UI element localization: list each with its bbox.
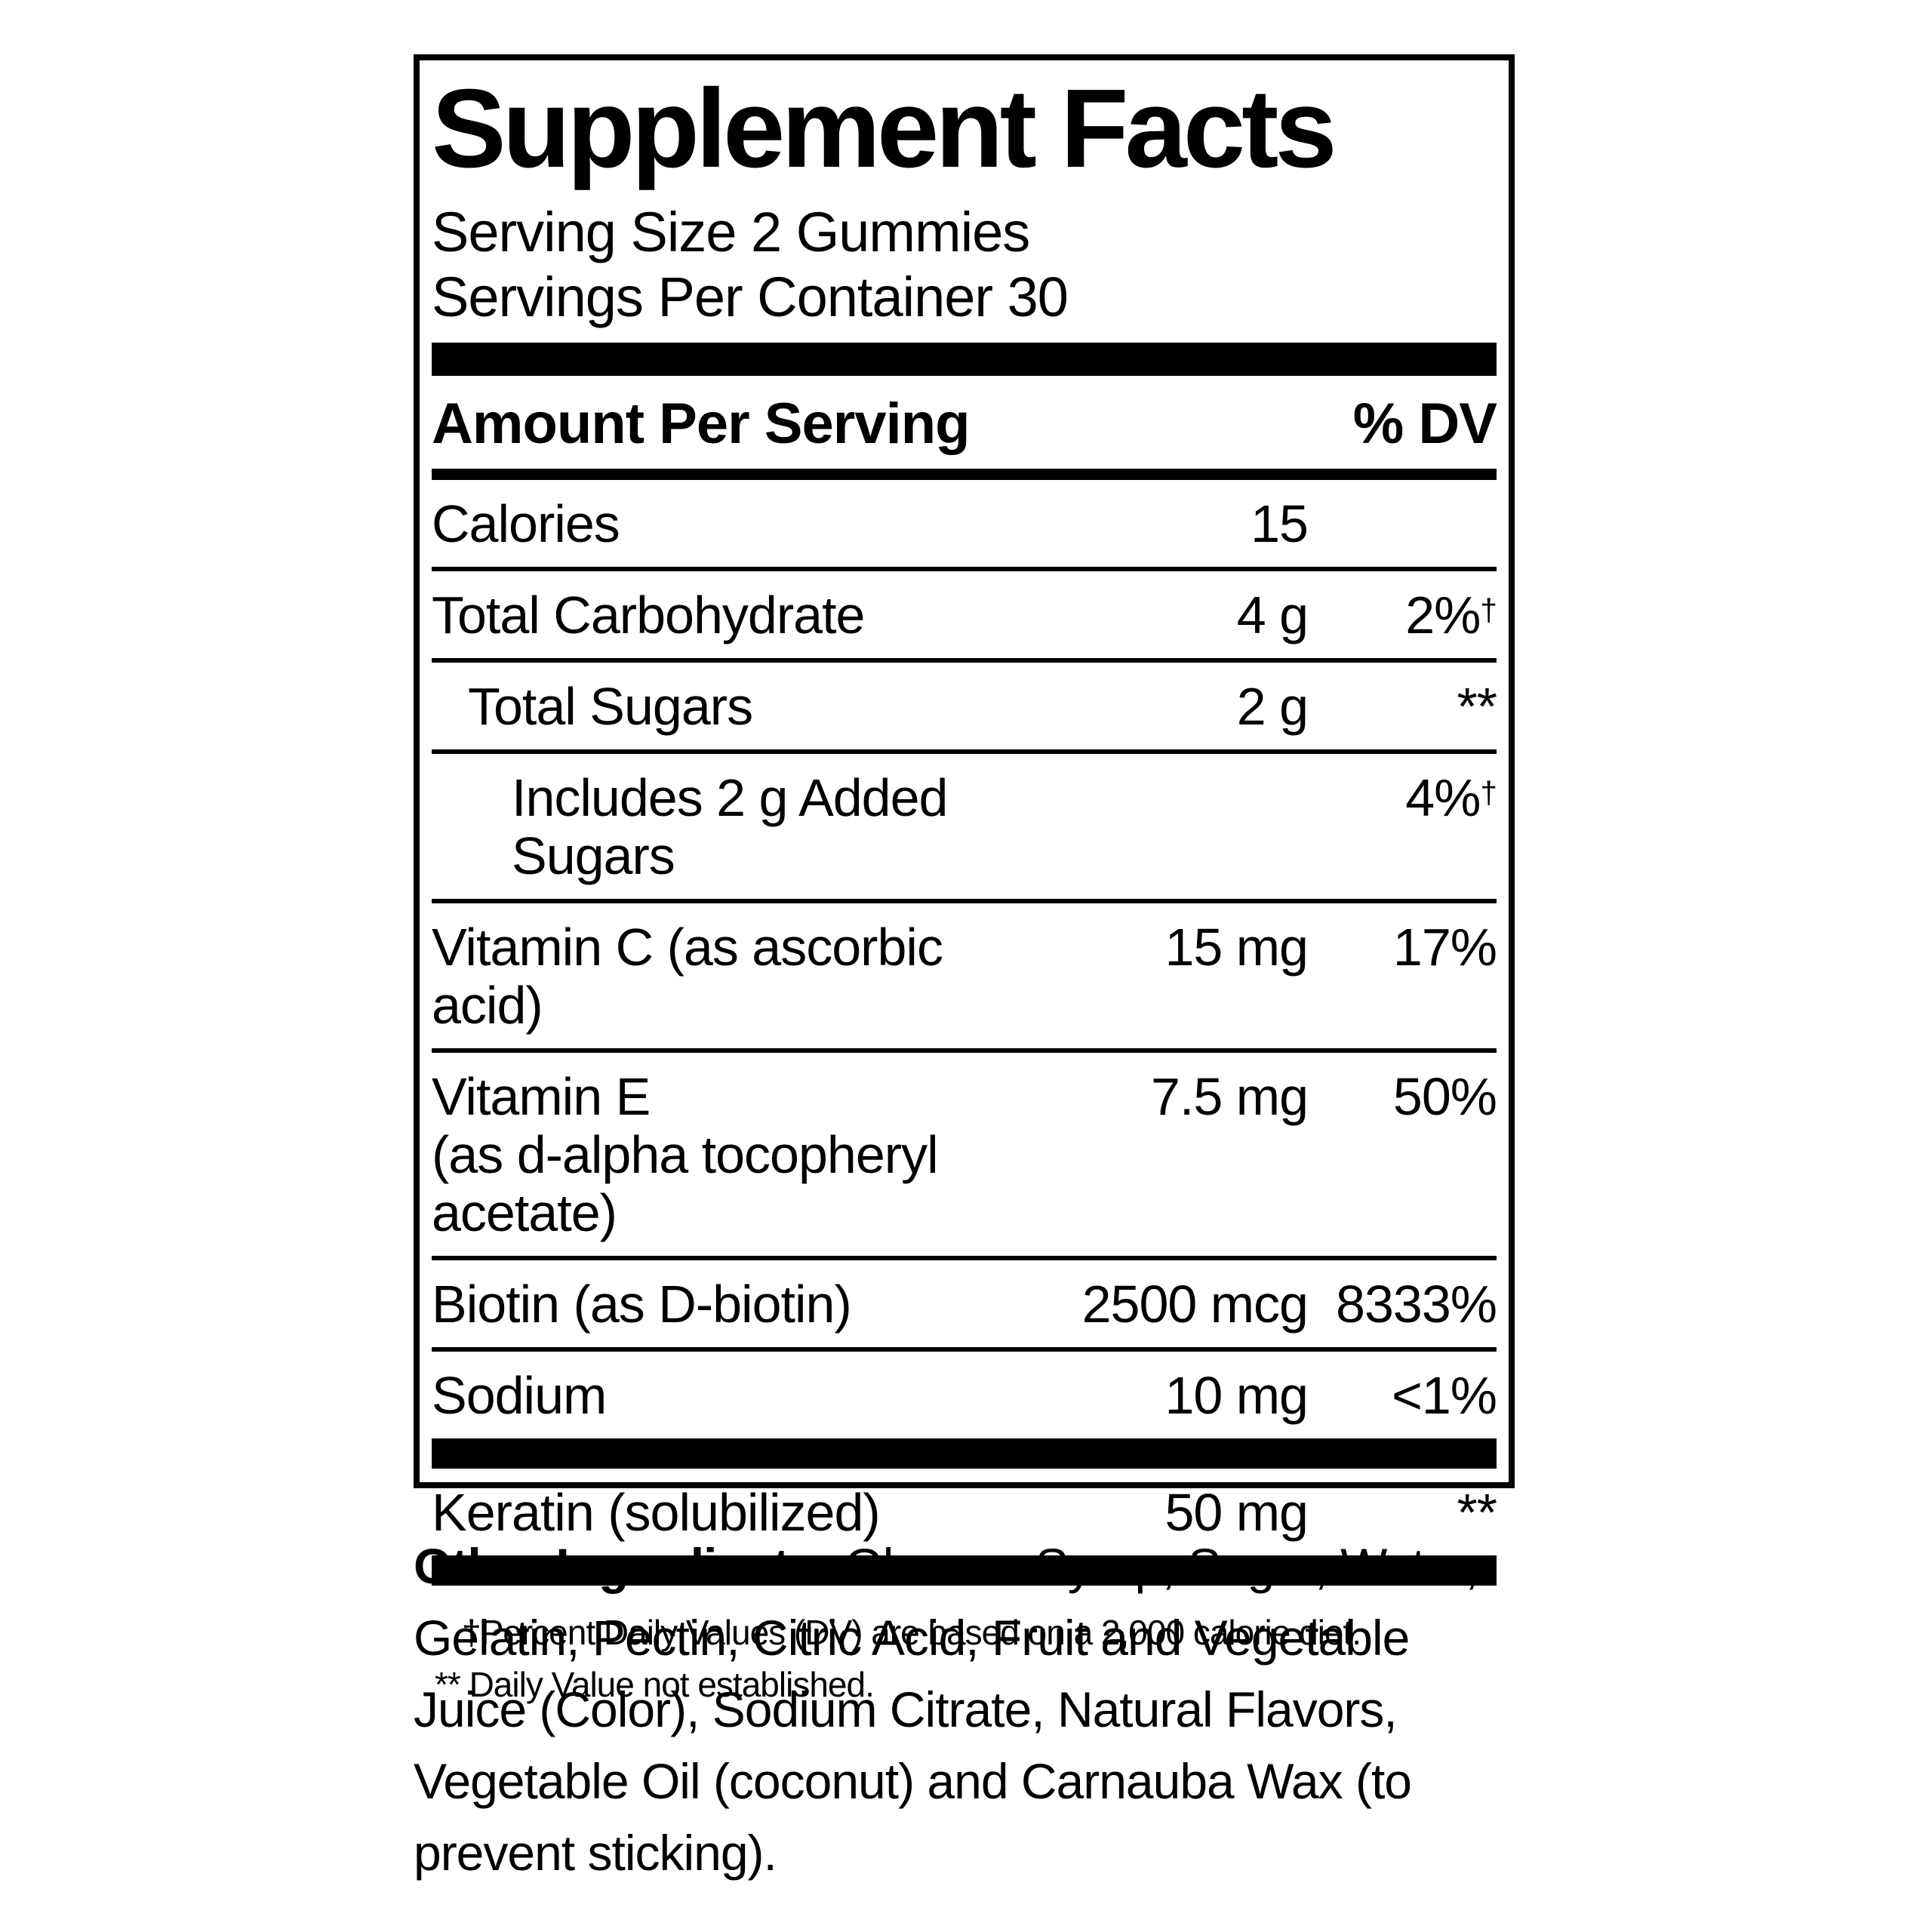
nutrient-rows: Calories 15 Total Carbohydrate 4 g 2%† T… <box>432 480 1497 1438</box>
nutrient-dv-dagger: † <box>1480 775 1497 810</box>
column-header-row: Amount Per Serving % DV <box>432 376 1497 469</box>
nutrient-name: Total Carbohydrate <box>432 586 1051 645</box>
nutrient-dv: 2%† <box>1308 586 1497 645</box>
nutrient-amount: 10 mg <box>1164 1365 1309 1425</box>
panel-title: Supplement Facts <box>432 66 1337 191</box>
nutrient-name-subtext: (as d-alpha tocopheryl acetate) <box>432 1124 939 1242</box>
nutrient-name-text: Total Sugars <box>468 676 753 736</box>
percent-dv-header: % DV <box>1352 391 1497 456</box>
nutrient-name: Biotin (as D-biotin) <box>432 1275 1051 1334</box>
servings-per-container-line: Servings Per Container 30 <box>432 266 1069 329</box>
nutrient-name-text: Calories <box>432 494 620 553</box>
nutrient-name: Total Sugars <box>432 676 1051 736</box>
nutrient-name: Keratin (solubilized) <box>432 1482 1051 1542</box>
nutrient-dv-value: 17% <box>1392 917 1497 977</box>
nutrient-amount: 2 g <box>1236 676 1309 736</box>
nutrient-row: Calories 15 <box>432 480 1497 567</box>
nutrient-amount: 4 g <box>1236 585 1309 645</box>
other-ingredients-text: Glucose Syrup, Sugar, Water, Gelatin, Pe… <box>414 1538 1478 1881</box>
nutrient-name-text: Vitamin C (as ascorbic acid) <box>432 917 943 1035</box>
nutrient-row: Includes 2 g Added Sugars 4%† <box>432 749 1497 899</box>
nutrient-dv: 4%† <box>1308 768 1497 827</box>
nutrient-dv: 50% <box>1308 1066 1497 1126</box>
nutrient-name-text: Keratin (solubilized) <box>432 1482 881 1542</box>
footnote-not-established: ** Daily Value not established. <box>435 1664 875 1704</box>
nutrient-name-text: Biotin (as D-biotin) <box>432 1274 852 1334</box>
nutrient-row: Total Sugars 2 g ** <box>432 657 1497 749</box>
nutrient-dv-value: 8333% <box>1336 1274 1497 1334</box>
separator-bar-top <box>432 342 1497 376</box>
nutrient-dv: ** <box>1457 1482 1497 1542</box>
nutrient-name-text: Vitamin E <box>432 1066 651 1126</box>
nutrient-dv-value: <1% <box>1391 1365 1497 1425</box>
nutrient-amount: 2500 mcg <box>1081 1274 1309 1334</box>
nutrient-row: Total Carbohydrate 4 g 2%† <box>432 566 1497 658</box>
nutrient-row: Vitamin E (as d-alpha tocopheryl acetate… <box>432 1048 1497 1256</box>
nutrient-name-text: Total Carbohydrate <box>432 585 865 645</box>
nutrient-amount: 7.5 mg <box>1151 1066 1309 1126</box>
footnotes: †Percent Daily Values (DV) are based on … <box>432 1586 1497 1711</box>
amount-per-serving-header: Amount Per Serving <box>432 391 971 456</box>
nutrient-dv-dagger: † <box>1480 592 1497 627</box>
nutrient-dv-value: 4% <box>1405 768 1481 827</box>
nutrient-dv: 17% <box>1308 918 1497 977</box>
nutrient-dv: 8333% <box>1308 1275 1497 1334</box>
nutrient-amount: 15 <box>1251 494 1309 553</box>
serving-size-line: Serving Size 2 Gummies <box>432 200 1030 263</box>
nutrient-amount: 15 mg <box>1164 917 1309 977</box>
nutrient-dv: ** <box>1308 676 1497 736</box>
nutrient-name: Vitamin C (as ascorbic acid) <box>432 918 1051 1035</box>
supplement-facts-panel: Supplement Facts Serving Size 2 Gummies … <box>414 54 1515 1704</box>
nutrient-dv-value: ** <box>1457 676 1497 736</box>
keratin-section: Keratin (solubilized) 50 mg ** <box>432 1469 1497 1555</box>
nutrient-name: Includes 2 g Added Sugars <box>432 768 1051 885</box>
nutrient-name: Vitamin E (as d-alpha tocopheryl acetate… <box>432 1066 1051 1242</box>
separator-bar-above-keratin <box>432 1438 1497 1469</box>
nutrient-row-keratin: Keratin (solubilized) 50 mg ** <box>432 1469 1497 1555</box>
nutrient-name: Sodium <box>432 1365 1051 1425</box>
nutrient-row: Sodium 10 mg <1% <box>432 1346 1497 1438</box>
nutrient-row: Biotin (as D-biotin) 2500 mcg 8333% <box>432 1255 1497 1347</box>
nutrient-dv-value: 2% <box>1405 585 1481 645</box>
footnote-daily-value: †Percent Daily Values (DV) are based on … <box>462 1612 1361 1652</box>
other-ingredients-heading: Other Ingredients: <box>414 1538 832 1594</box>
other-ingredients-paragraph: Other Ingredients: Glucose Syrup, Sugar,… <box>414 1531 1517 1889</box>
separator-bar-below-keratin <box>432 1555 1497 1586</box>
nutrient-dv: <1% <box>1308 1365 1497 1425</box>
header-underline-bar <box>432 468 1497 480</box>
nutrient-name-text: Sodium <box>432 1365 607 1425</box>
nutrient-row: Vitamin C (as ascorbic acid) 15 mg 17% <box>432 898 1497 1048</box>
nutrient-name-text: Includes 2 g Added Sugars <box>512 768 948 885</box>
nutrient-amount: 50 mg <box>1164 1482 1309 1542</box>
nutrient-dv-value: 50% <box>1392 1066 1497 1126</box>
nutrient-name: Calories <box>432 494 1051 553</box>
